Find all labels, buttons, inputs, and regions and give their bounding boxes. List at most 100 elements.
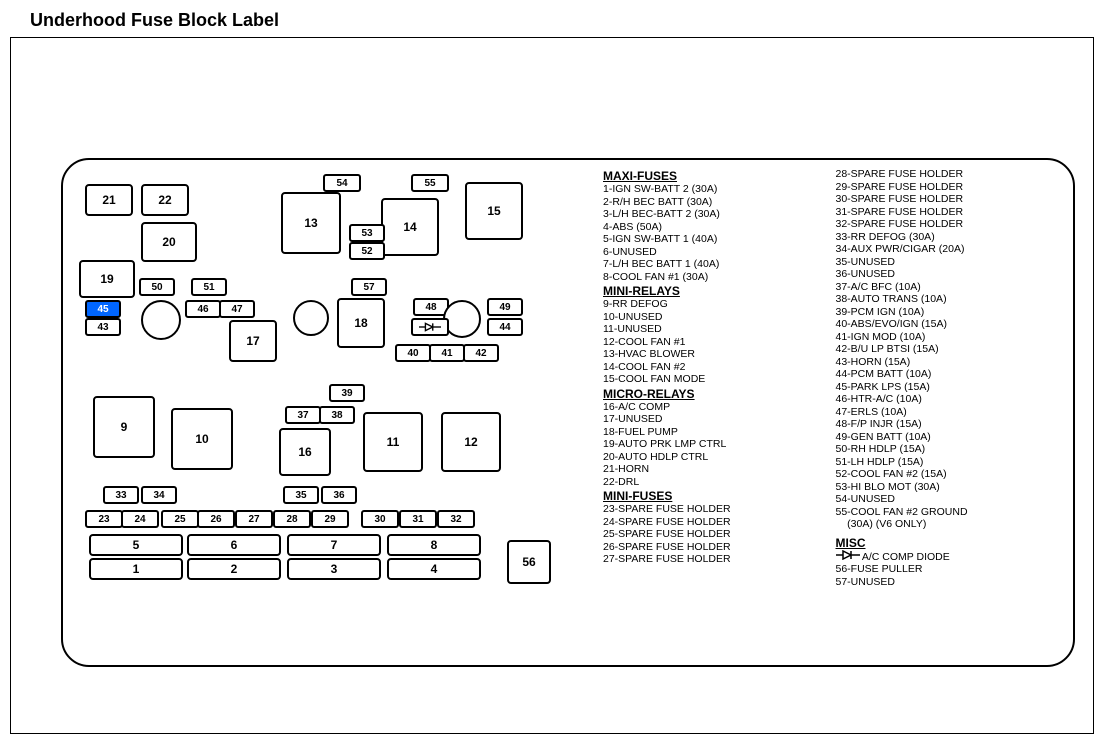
legend-entry: 21-HORN xyxy=(603,463,830,476)
fuse-pos-29: 29 xyxy=(311,510,349,528)
section-head: MICRO-RELAYS xyxy=(603,388,830,401)
legend-entry: 13-HVAC BLOWER xyxy=(603,348,830,361)
fuse-pos-5: 5 xyxy=(89,534,183,556)
legend-entry: 8-COOL FAN #1 (30A) xyxy=(603,271,830,284)
legend-entry: 52-COOL FAN #2 (15A) xyxy=(836,468,1063,481)
legend-entry: 9-RR DEFOG xyxy=(603,298,830,311)
fuse-pos-30: 30 xyxy=(361,510,399,528)
legend-entry: 5-IGN SW-BATT 1 (40A) xyxy=(603,233,830,246)
legend-entry: 22-DRL xyxy=(603,476,830,489)
legend-entry: 19-AUTO PRK LMP CTRL xyxy=(603,438,830,451)
legend-entry: 37-A/C BFC (10A) xyxy=(836,281,1063,294)
section-head: MINI-FUSES xyxy=(603,490,830,503)
outer-frame: 2122201913141517189101611125654555352505… xyxy=(10,37,1094,734)
section-head: MINI-RELAYS xyxy=(603,285,830,298)
legend-entry: 7-L/H BEC BATT 1 (40A) xyxy=(603,258,830,271)
legend-entry: 4-ABS (50A) xyxy=(603,221,830,234)
legend-entry: 34-AUX PWR/CIGAR (20A) xyxy=(836,243,1063,256)
fuse-pos-37: 37 xyxy=(285,406,321,424)
fuse-pos-49: 49 xyxy=(487,298,523,316)
legend-entry: 25-SPARE FUSE HOLDER xyxy=(603,528,830,541)
legend-entry: 56-FUSE PULLER xyxy=(836,563,1063,576)
fuse-pos-56: 56 xyxy=(507,540,551,584)
fuse-pos-40: 40 xyxy=(395,344,431,362)
legend-entry: 6-UNUSED xyxy=(603,246,830,259)
fuse-pos-57: 57 xyxy=(351,278,387,296)
fuse-pos-51: 51 xyxy=(191,278,227,296)
legend-entry: 3-L/H BEC-BATT 2 (30A) xyxy=(603,208,830,221)
legend-entry: 2-R/H BEC BATT (30A) xyxy=(603,196,830,209)
section-head: MAXI-FUSES xyxy=(603,170,830,183)
legend-lists: MAXI-FUSES1-IGN SW-BATT 2 (30A)2-R/H BEC… xyxy=(603,168,1068,588)
fuse-pos-55: 55 xyxy=(411,174,449,192)
page-title: Underhood Fuse Block Label xyxy=(0,0,1104,37)
fuse-pos-26: 26 xyxy=(197,510,235,528)
legend-entry: 14-COOL FAN #2 xyxy=(603,361,830,374)
legend-entry: 11-UNUSED xyxy=(603,323,830,336)
legend-entry: 31-SPARE FUSE HOLDER xyxy=(836,206,1063,219)
fuse-pos-39: 39 xyxy=(329,384,365,402)
fuse-pos-54: 54 xyxy=(323,174,361,192)
legend-entry: 28-SPARE FUSE HOLDER xyxy=(836,168,1063,181)
fuse-pos-2: 2 xyxy=(187,558,281,580)
legend-col-2: 28-SPARE FUSE HOLDER29-SPARE FUSE HOLDER… xyxy=(836,168,1069,588)
legend-entry: 48-F/P INJR (15A) xyxy=(836,418,1063,431)
legend-entry: 30-SPARE FUSE HOLDER xyxy=(836,193,1063,206)
legend-entry: 44-PCM BATT (10A) xyxy=(836,368,1063,381)
fuse-pos-38: 38 xyxy=(319,406,355,424)
fuse-pos-31: 31 xyxy=(399,510,437,528)
legend-entry: 49-GEN BATT (10A) xyxy=(836,431,1063,444)
fuse-pos-19: 19 xyxy=(79,260,135,298)
diode-slot xyxy=(411,318,449,336)
legend-entry: 45-PARK LPS (15A) xyxy=(836,381,1063,394)
legend-entry: 51-LH HDLP (15A) xyxy=(836,456,1063,469)
legend-entry: 39-PCM IGN (10A) xyxy=(836,306,1063,319)
fuse-pos-32: 32 xyxy=(437,510,475,528)
legend-entry: 10-UNUSED xyxy=(603,311,830,324)
legend-entry: 15-COOL FAN MODE xyxy=(603,373,830,386)
fuse-pos-17: 17 xyxy=(229,320,277,362)
fuse-pos-50: 50 xyxy=(139,278,175,296)
fuse-pos-46: 46 xyxy=(185,300,221,318)
legend-entry: 27-SPARE FUSE HOLDER xyxy=(603,553,830,566)
fuse-pos-45: 45 xyxy=(85,300,121,318)
fuse-pos-42: 42 xyxy=(463,344,499,362)
section-head: MISC xyxy=(836,537,1063,550)
fuse-pos-41: 41 xyxy=(429,344,465,362)
fuse-pos-53: 53 xyxy=(349,224,385,242)
legend-entry: 54-UNUSED xyxy=(836,493,1063,506)
fuse-pos-13: 13 xyxy=(281,192,341,254)
legend-entry: A/C COMP DIODE xyxy=(836,550,1063,564)
legend-col-1: MAXI-FUSES1-IGN SW-BATT 2 (30A)2-R/H BEC… xyxy=(603,168,836,588)
fuse-label-panel: 2122201913141517189101611125654555352505… xyxy=(61,158,1075,667)
legend-entry: 16-A/C COMP xyxy=(603,401,830,414)
legend-entry: 33-RR DEFOG (30A) xyxy=(836,231,1063,244)
fuse-pos-35: 35 xyxy=(283,486,319,504)
fuse-pos-47: 47 xyxy=(219,300,255,318)
fuse-pos-15: 15 xyxy=(465,182,523,240)
legend-entry: 26-SPARE FUSE HOLDER xyxy=(603,541,830,554)
fuse-pos-20: 20 xyxy=(141,222,197,262)
fuse-pos-6: 6 xyxy=(187,534,281,556)
legend-entry: 17-UNUSED xyxy=(603,413,830,426)
fuse-pos-11: 11 xyxy=(363,412,423,472)
fuse-pos-28: 28 xyxy=(273,510,311,528)
fuse-pos-25: 25 xyxy=(161,510,199,528)
fuse-pos-43: 43 xyxy=(85,318,121,336)
legend-entry: 55-COOL FAN #2 GROUND xyxy=(836,506,1063,519)
legend-entry: 43-HORN (15A) xyxy=(836,356,1063,369)
fuse-pos-4: 4 xyxy=(387,558,481,580)
fuse-pos-1: 1 xyxy=(89,558,183,580)
fuse-pos-8: 8 xyxy=(387,534,481,556)
fuse-pos-3: 3 xyxy=(287,558,381,580)
legend-entry: 12-COOL FAN #1 xyxy=(603,336,830,349)
legend-entry: 35-UNUSED xyxy=(836,256,1063,269)
legend-entry: 18-FUEL PUMP xyxy=(603,426,830,439)
legend-entry: 41-IGN MOD (10A) xyxy=(836,331,1063,344)
legend-entry: 53-HI BLO MOT (30A) xyxy=(836,481,1063,494)
fuse-pos-33: 33 xyxy=(103,486,139,504)
fuse-pos-14: 14 xyxy=(381,198,439,256)
legend-entry: 32-SPARE FUSE HOLDER xyxy=(836,218,1063,231)
fuse-pos-21: 21 xyxy=(85,184,133,216)
fuse-pos-27: 27 xyxy=(235,510,273,528)
